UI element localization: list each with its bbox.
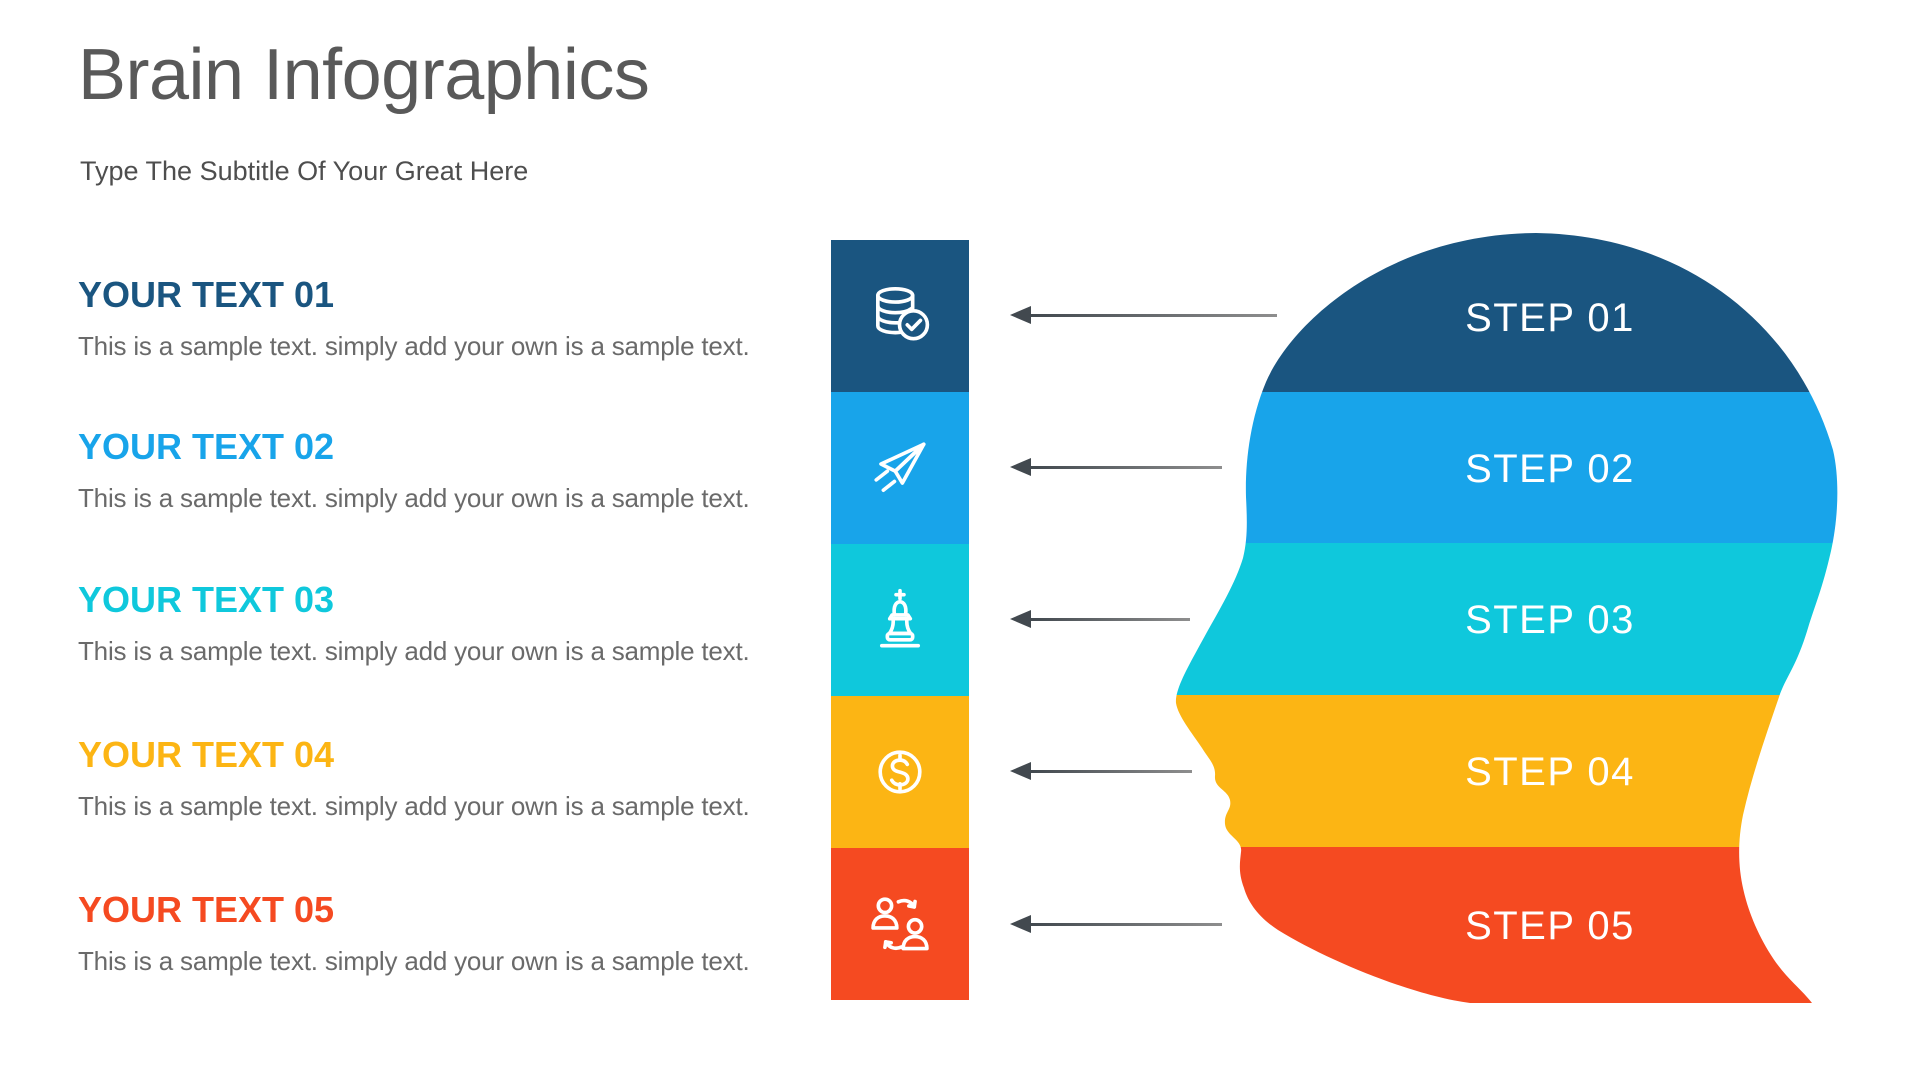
step-label-4: STEP 04 <box>1465 750 1635 794</box>
step-tile-3 <box>831 544 969 696</box>
head-silhouette: STEP 01 STEP 02 STEP 03 STEP 04 STEP 05 <box>1175 233 1838 1003</box>
people-exchange-icon <box>871 897 929 951</box>
arrow-left-icon-3 <box>1010 610 1190 628</box>
step-tile-1 <box>831 240 969 392</box>
arrow-left-icon-1 <box>1010 306 1277 324</box>
list-item-3: YOUR TEXT 03 This is a sample text. simp… <box>78 579 808 668</box>
step-label-5: STEP 05 <box>1465 904 1635 948</box>
dollar-coin-icon <box>878 750 922 794</box>
list-item-2: YOUR TEXT 02 This is a sample text. simp… <box>78 426 808 515</box>
arrow-left-icon-2 <box>1010 458 1222 476</box>
page-title: Brain Infographics <box>78 35 650 115</box>
item-body-5: This is a sample text. simply add your o… <box>78 946 750 977</box>
step-label-2: STEP 02 <box>1465 447 1635 491</box>
page-subtitle: Type The Subtitle Of Your Great Here <box>80 156 529 186</box>
step-label-1: STEP 01 <box>1465 296 1635 340</box>
item-heading-5: YOUR TEXT 05 <box>78 889 335 930</box>
item-body-4: This is a sample text. simply add your o… <box>78 791 750 822</box>
item-body-1: This is a sample text. simply add your o… <box>78 331 750 362</box>
item-heading-4: YOUR TEXT 04 <box>78 734 335 775</box>
head-band-3 <box>1175 543 1838 695</box>
item-heading-3: YOUR TEXT 03 <box>78 579 335 620</box>
item-body-2: This is a sample text. simply add your o… <box>78 483 750 514</box>
head-band-4 <box>1175 695 1838 847</box>
paper-plane-icon <box>874 442 926 492</box>
item-heading-1: YOUR TEXT 01 <box>78 274 335 315</box>
item-heading-2: YOUR TEXT 02 <box>78 426 335 467</box>
item-body-3: This is a sample text. simply add your o… <box>78 636 750 667</box>
list-item-5: YOUR TEXT 05 This is a sample text. simp… <box>78 889 808 978</box>
arrow-left-icon-4 <box>1010 762 1192 780</box>
step-tile-4 <box>831 696 969 848</box>
list-item-1: YOUR TEXT 01 This is a sample text. simp… <box>78 274 808 363</box>
head-band-2 <box>1175 392 1838 543</box>
database-check-icon <box>876 286 930 341</box>
step-tile-5 <box>831 848 969 1000</box>
step-label-3: STEP 03 <box>1465 598 1635 642</box>
arrow-left-icon-5 <box>1010 915 1222 933</box>
chess-piece-icon <box>879 588 921 648</box>
step-tile-2 <box>831 392 969 544</box>
list-item-4: YOUR TEXT 04 This is a sample text. simp… <box>78 734 808 823</box>
